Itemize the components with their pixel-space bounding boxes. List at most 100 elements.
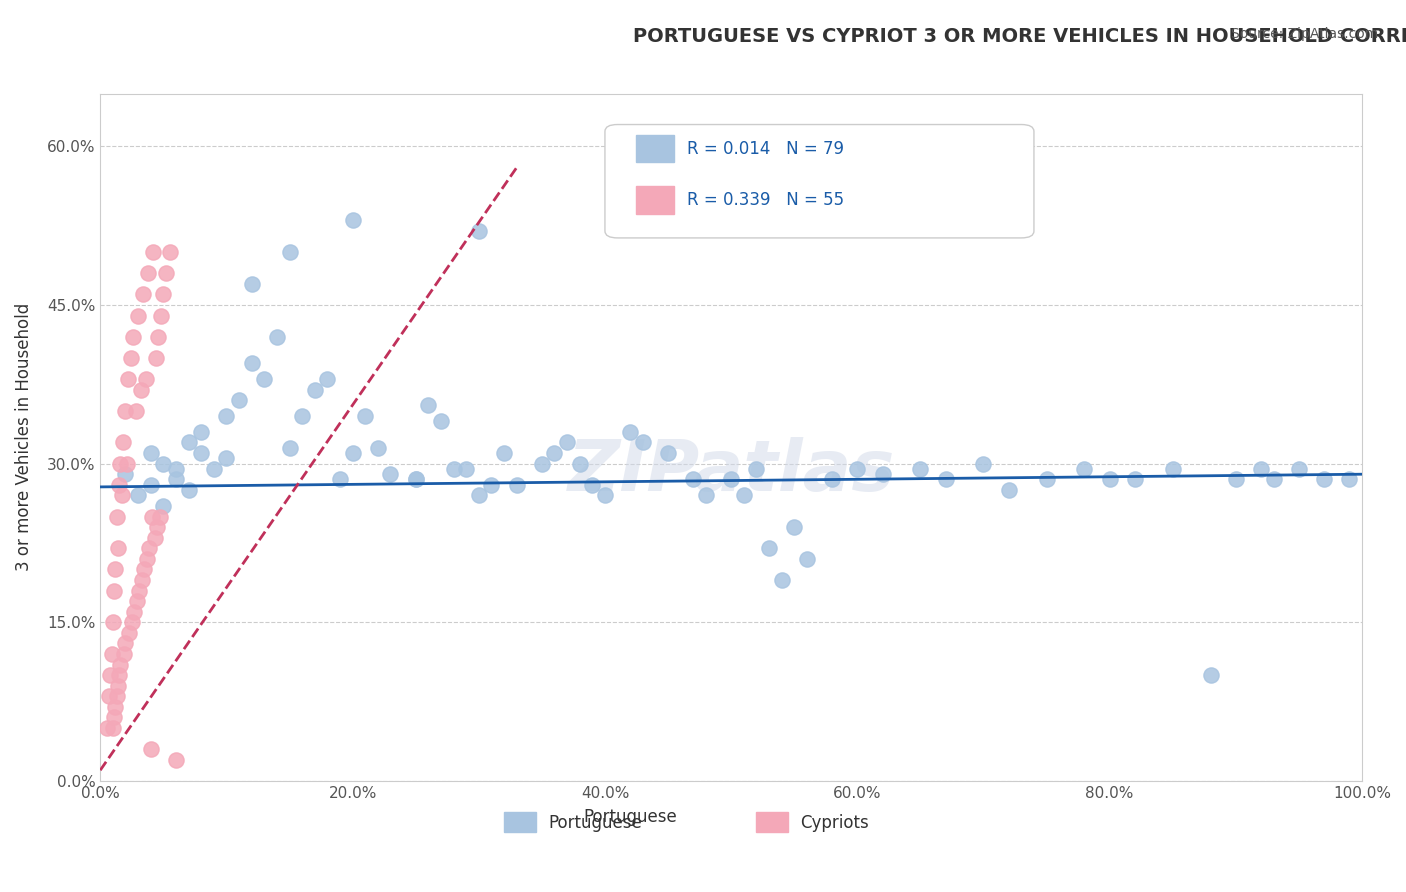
Point [1225, 473, 1247, 487]
Point [1250, 462, 1272, 476]
Point [1035, 473, 1057, 487]
Point [136, 551, 159, 566]
Point [253, 372, 276, 386]
Point [136, 266, 159, 280]
Point [505, 477, 527, 491]
Point [124, 605, 146, 619]
Point [593, 488, 616, 502]
Point [146, 520, 169, 534]
Point [240, 277, 263, 291]
Point [103, 710, 125, 724]
Point [110, 457, 132, 471]
Point [1199, 668, 1222, 682]
Point [118, 625, 141, 640]
Point [152, 287, 174, 301]
Bar [637, 186, 675, 214]
Point [105, 690, 128, 704]
Point [148, 509, 170, 524]
Point [405, 473, 427, 487]
Point [316, 372, 339, 386]
Point [354, 409, 377, 423]
Point [202, 462, 225, 476]
Point [342, 213, 364, 227]
Point [141, 509, 163, 524]
Point [278, 245, 301, 260]
Point [152, 499, 174, 513]
Point [190, 446, 212, 460]
Point [1339, 473, 1361, 487]
Point [101, 615, 124, 630]
Point [733, 488, 755, 502]
Point [149, 309, 172, 323]
Point [405, 473, 427, 487]
Point [120, 351, 142, 365]
Point [821, 473, 844, 487]
Point [112, 647, 135, 661]
Point [103, 583, 125, 598]
Text: PORTUGUESE VS CYPRIOT 3 OR MORE VEHICLES IN HOUSEHOLD CORRELATION CHART: PORTUGUESE VS CYPRIOT 3 OR MORE VEHICLES… [633, 27, 1406, 45]
Point [98, 690, 121, 704]
Point [139, 446, 162, 460]
Point [783, 520, 806, 534]
Point [1073, 462, 1095, 476]
Point [148, 330, 170, 344]
Point [720, 473, 742, 487]
Bar [637, 135, 675, 162]
Point [145, 351, 167, 365]
Text: R = 0.339   N = 55: R = 0.339 N = 55 [688, 191, 844, 209]
Point [1161, 462, 1184, 476]
Point [367, 441, 389, 455]
Point [98, 668, 121, 682]
Point [139, 742, 162, 756]
Point [1123, 473, 1146, 487]
Text: Cypriots: Cypriots [800, 814, 869, 832]
Point [1288, 462, 1310, 476]
Point [278, 441, 301, 455]
Point [872, 467, 894, 482]
Point [581, 477, 603, 491]
Point [135, 372, 157, 386]
Point [543, 446, 565, 460]
Point [138, 541, 160, 556]
Point [165, 753, 187, 767]
Bar [756, 812, 787, 832]
Point [143, 531, 166, 545]
Text: ZIPatlas: ZIPatlas [568, 437, 894, 506]
Point [468, 224, 491, 238]
Point [117, 372, 139, 386]
Point [935, 473, 957, 487]
Point [1098, 473, 1121, 487]
FancyBboxPatch shape [605, 125, 1033, 238]
Point [115, 457, 138, 471]
Text: Source: ZipAtlas.com: Source: ZipAtlas.com [1230, 27, 1378, 41]
Point [291, 409, 314, 423]
Point [972, 457, 994, 471]
Point [128, 583, 150, 598]
Point [380, 467, 402, 482]
Point [108, 477, 131, 491]
Point [155, 266, 177, 280]
Point [110, 657, 132, 672]
Point [96, 721, 118, 735]
Point [139, 477, 162, 491]
Point [479, 477, 502, 491]
Text: Portuguese: Portuguese [548, 814, 643, 832]
Text: R = 0.014   N = 79: R = 0.014 N = 79 [688, 139, 844, 158]
Bar [503, 812, 536, 832]
Point [105, 509, 128, 524]
Point [108, 668, 131, 682]
Point [418, 399, 440, 413]
Point [682, 473, 704, 487]
Point [758, 541, 780, 556]
Point [342, 446, 364, 460]
Point [468, 488, 491, 502]
Point [430, 414, 453, 428]
Point [100, 647, 122, 661]
Point [745, 462, 768, 476]
Point [555, 435, 578, 450]
Point [111, 488, 134, 502]
Point [177, 483, 200, 497]
Point [910, 462, 932, 476]
Point [1263, 473, 1285, 487]
Point [107, 541, 129, 556]
